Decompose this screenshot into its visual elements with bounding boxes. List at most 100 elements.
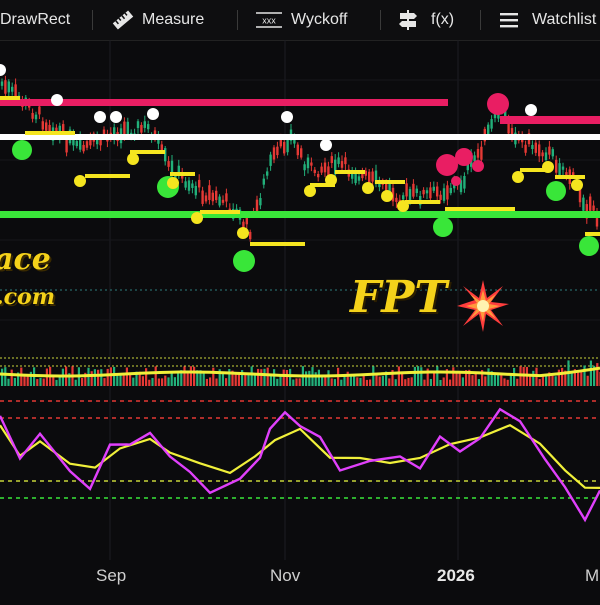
draw-rect-tool[interactable]: DrawRect bbox=[0, 0, 70, 40]
volume-bar bbox=[330, 378, 333, 386]
volume-bar bbox=[394, 379, 397, 386]
volume-bar bbox=[55, 379, 58, 386]
volume-bar bbox=[509, 373, 512, 386]
volume-bar bbox=[20, 367, 23, 386]
volume-bar bbox=[225, 378, 228, 386]
buy-marker bbox=[233, 250, 255, 272]
volume-bar bbox=[532, 370, 535, 386]
white-pivot-marker bbox=[51, 94, 63, 106]
candle-body bbox=[143, 121, 146, 128]
volume-bar bbox=[81, 377, 84, 386]
watchlist-tool[interactable]: Watchlist bbox=[498, 0, 596, 40]
resistance-line bbox=[500, 116, 600, 124]
yellow-marker bbox=[397, 200, 409, 212]
candle-body bbox=[208, 185, 211, 200]
candle-body bbox=[242, 221, 245, 228]
volume-bar bbox=[145, 368, 148, 386]
volume-bar bbox=[545, 375, 548, 386]
candle-body bbox=[334, 159, 337, 175]
candle-body bbox=[371, 171, 374, 182]
watermark-brand: ace bbox=[0, 242, 51, 277]
time-axis-label-sep: Sep bbox=[96, 566, 127, 585]
candle-body bbox=[510, 128, 514, 140]
candle-body bbox=[544, 152, 548, 161]
volume-bar bbox=[349, 376, 352, 386]
candle-body bbox=[14, 84, 17, 99]
volume-bar bbox=[17, 372, 20, 386]
highlight-level bbox=[310, 183, 335, 187]
watermark-domain: .com bbox=[0, 284, 56, 310]
candle-body bbox=[541, 152, 544, 157]
volume-bar bbox=[205, 378, 208, 386]
svg-text:xxx: xxx bbox=[262, 16, 276, 26]
volume-bar bbox=[244, 373, 247, 386]
volume-bar bbox=[573, 369, 576, 386]
fx-tool[interactable]: f(x) bbox=[397, 0, 454, 40]
volume-bar bbox=[340, 379, 343, 386]
support-line bbox=[0, 211, 600, 218]
candle-body bbox=[245, 215, 248, 225]
volume-bar bbox=[257, 368, 260, 386]
volume-bar bbox=[554, 376, 557, 386]
measure-tool[interactable]: Measure bbox=[112, 0, 204, 40]
volume-bar bbox=[170, 372, 173, 386]
volume-bar bbox=[465, 370, 468, 386]
volume-bar bbox=[442, 377, 445, 386]
wyckoff-tool[interactable]: xxx Wyckoff bbox=[255, 0, 347, 40]
volume-bar bbox=[516, 378, 519, 386]
volume-bar bbox=[461, 377, 464, 386]
volume-bar bbox=[132, 377, 135, 386]
volume-bar bbox=[135, 371, 138, 386]
white-pivot-marker bbox=[147, 108, 159, 120]
buy-marker bbox=[546, 181, 566, 201]
ticker-symbol: FPT bbox=[350, 272, 448, 323]
candle-body bbox=[249, 231, 252, 240]
volume-bar bbox=[273, 369, 276, 386]
volume-bar bbox=[391, 369, 394, 386]
volume-bar bbox=[39, 377, 42, 386]
candle-body bbox=[558, 163, 561, 176]
candle-body bbox=[136, 121, 140, 128]
candle-body bbox=[123, 121, 126, 137]
highlight-level bbox=[555, 175, 585, 179]
candle-body bbox=[170, 160, 174, 175]
candle-body bbox=[439, 194, 442, 200]
volume-bar bbox=[407, 377, 410, 386]
volume-bar bbox=[445, 369, 448, 386]
candle-body bbox=[194, 185, 197, 196]
resistance-line bbox=[0, 99, 448, 106]
candle-body bbox=[310, 162, 313, 166]
candle-body bbox=[497, 112, 500, 119]
candle-body bbox=[7, 81, 10, 93]
candle-body bbox=[565, 172, 568, 176]
volume-bar bbox=[433, 370, 436, 386]
oscillator-line bbox=[0, 407, 600, 523]
volume-average-line bbox=[0, 366, 600, 378]
volume-bar bbox=[106, 368, 109, 386]
candle-body bbox=[555, 159, 558, 173]
white-pivot-marker bbox=[110, 111, 122, 123]
candle-body bbox=[425, 190, 429, 194]
fx-label: f(x) bbox=[431, 11, 455, 28]
volume-bar bbox=[228, 368, 231, 386]
volume-bar bbox=[417, 366, 420, 386]
volume-bar bbox=[353, 375, 356, 386]
candle-body bbox=[524, 144, 527, 153]
candle-body bbox=[279, 138, 282, 147]
volume-bar bbox=[125, 367, 128, 386]
volume-bar bbox=[93, 369, 96, 386]
volume-bar bbox=[189, 366, 192, 386]
white-pivot-marker bbox=[0, 64, 6, 76]
candle-body bbox=[187, 180, 191, 191]
candle-body bbox=[204, 195, 208, 202]
volume-bar bbox=[506, 379, 509, 386]
price-chart[interactable] bbox=[0, 40, 600, 600]
candle-body bbox=[283, 142, 286, 154]
toolbar-divider bbox=[380, 10, 381, 30]
candle-body bbox=[391, 187, 395, 202]
candle-body bbox=[317, 173, 320, 178]
volume-bar bbox=[429, 378, 432, 386]
chart-area[interactable]: ace .com FPT Sep Nov 2026 M bbox=[0, 40, 600, 600]
candle-body bbox=[459, 180, 463, 193]
candle-body bbox=[96, 137, 99, 145]
